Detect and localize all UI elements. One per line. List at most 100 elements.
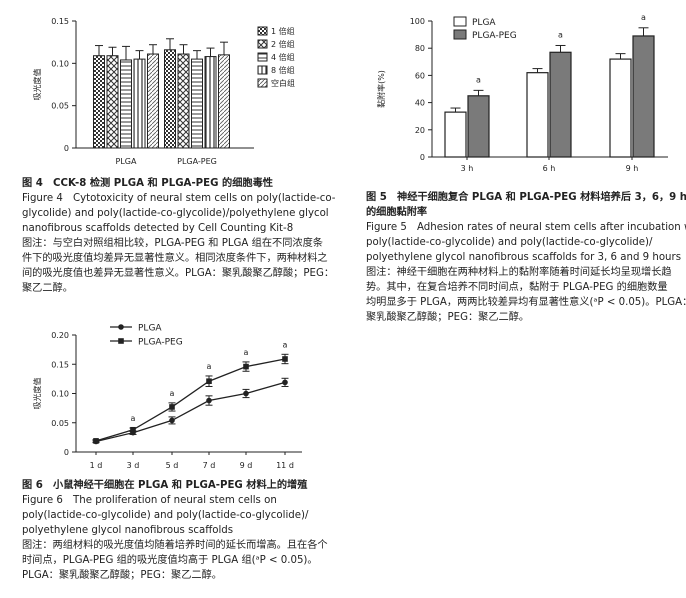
caption-line: 件下的吸光度值均差异无显著性意义。相同浓度条件下，两种材料之: [22, 253, 328, 264]
x-tick-label: 5 d: [166, 461, 179, 470]
y-tick-label: 40: [415, 99, 425, 108]
y-tick-label: 0.05: [51, 419, 69, 428]
caption-line: PLGA：聚乳酸聚乙醇酸；PEG：聚乙二醇。: [22, 570, 222, 581]
y-axis-title: 吸光度值: [32, 69, 42, 101]
bar: [444, 111, 467, 158]
significance-mark: a: [244, 348, 249, 357]
legend-label: PLGA: [138, 324, 162, 334]
figure-5-bar-chart: 100 80 60 40 20 0 黏附率(%) 3 h 6 h 9 h a a a PLGA PLGA-P…: [376, 13, 668, 173]
bar: [467, 95, 490, 158]
series-line: [95, 358, 286, 442]
y-tick-label: 100: [410, 17, 425, 26]
bar: [632, 35, 655, 158]
legend-label: 空白组: [271, 78, 295, 88]
caption-line: Figure 4 Cytotoxicity of neural stem cel…: [22, 193, 336, 204]
figure-4-caption: 图 4 CCK-8 检测 PLGA 和 PLGA-PEG 的细胞毒性 Figur…: [22, 176, 358, 296]
legend-label: PLGA-PEG: [138, 338, 183, 348]
bar: [177, 53, 190, 149]
y-tick-label: 0.10: [51, 390, 69, 399]
y-tick-label: 0.15: [51, 17, 69, 26]
caption-line: 间的吸光度值也差异无显著性意义。PLGA：聚乳酸聚乙醇酸；PEG：: [22, 268, 335, 279]
caption-line: 图注：两组材料的吸光度值均随着培养时间的延长而增高。且在各个: [22, 540, 328, 551]
y-tick-label: 0.10: [51, 59, 69, 68]
bar: [133, 58, 146, 149]
legend-swatch: [257, 52, 268, 62]
legend-marker: [118, 324, 124, 330]
bar: [147, 53, 159, 149]
legend-swatch: [257, 39, 268, 49]
x-tick-label: 11 d: [276, 461, 294, 470]
figure-6-line-chart: 0.20 0.15 0.10 0.05 0 吸光度值 1 d 3 d 5 d 7 d 9 d 11 d…: [32, 324, 302, 470]
bar: [164, 49, 176, 149]
caption-line: 时间点，PLGA-PEG 组的吸光度值均高于 PLGA 组(ᵃP < 0.05)…: [22, 555, 318, 566]
caption-line: 势。其中，在复合培养不同时间点，黏附于 PLGA-PEG 的细胞数量: [366, 282, 668, 293]
caption-line: poly(lactide-co-glycolide) and poly(lact…: [366, 237, 653, 248]
caption-line: 图 4 CCK-8 检测 PLGA 和 PLGA-PEG 的细胞毒性: [22, 178, 273, 189]
bar: [120, 59, 132, 149]
bar: [549, 51, 572, 158]
caption-line: polyethylene glycol nanofibrous scaffold…: [22, 525, 234, 536]
data-point: [206, 397, 212, 404]
data-point: [169, 417, 175, 424]
significance-mark: a: [170, 389, 175, 398]
y-tick-label: 80: [415, 44, 425, 53]
caption-line: poly(lactide-co-glycolide) and poly(lact…: [22, 510, 309, 521]
data-point: [243, 363, 249, 370]
bar: [526, 72, 549, 158]
y-axis-title: 吸光度值: [32, 378, 42, 410]
legend-label: 8 倍组: [271, 65, 295, 75]
significance-mark: a: [131, 414, 136, 423]
y-tick-label: 0: [64, 448, 69, 457]
caption-line: 均明显多于 PLGA，两两比较差异均有显著性意义(ᵃP < 0.05)。PLGA…: [366, 297, 686, 308]
x-tick-label: 1 d: [90, 461, 103, 470]
data-point: [243, 390, 249, 397]
caption-line: 聚乳酸聚乙醇酸；PEG：聚乙二醇。: [366, 312, 530, 323]
legend-label: 4 倍组: [271, 52, 295, 62]
data-point: [130, 426, 136, 433]
legend-swatch: [257, 26, 268, 36]
significance-mark: a: [641, 13, 646, 22]
caption-line: glycolide) and poly(lactide-co-glycolide…: [22, 208, 329, 219]
legend-swatch: [257, 78, 268, 88]
caption-line: 图 6 小鼠神经干细胞在 PLGA 和 PLGA-PEG 材料上的增殖: [22, 480, 308, 491]
x-tick-label: PLGA: [116, 157, 137, 166]
bar: [191, 58, 203, 149]
figure-4-bar-chart: 0.15 0.10 0.05 0 吸光度值 PLGA PLGA-PEG 1 倍组 2 倍组 4 倍…: [32, 17, 295, 166]
caption-line: nanofibrous scaffolds detected by Cell C…: [22, 223, 294, 234]
y-tick-label: 0.05: [51, 102, 69, 111]
data-point: [169, 404, 175, 410]
y-tick-label: 60: [415, 71, 425, 80]
legend-marker: [118, 338, 124, 344]
x-tick-label: 3 h: [461, 164, 474, 173]
x-tick-label: 9 d: [240, 461, 253, 470]
caption-line: 聚乙二醇。: [22, 283, 73, 294]
significance-mark: a: [207, 362, 212, 371]
caption-line: Figure 5 Adhesion rates of neural stem c…: [366, 222, 686, 233]
data-point: [206, 378, 212, 385]
bar: [609, 58, 632, 158]
caption-line: Figure 6 The proliferation of neural ste…: [22, 495, 277, 506]
x-tick-label: 7 d: [203, 461, 216, 470]
caption-line: polyethylene glycol nanofibrous scaffold…: [366, 252, 682, 263]
y-tick-label: 0.15: [51, 360, 69, 369]
bar: [218, 54, 230, 149]
figure-6-caption: 图 6 小鼠神经干细胞在 PLGA 和 PLGA-PEG 材料上的增殖 Figu…: [22, 478, 358, 583]
figure-5-caption: 图 5 神经干细胞复合 PLGA 和 PLGA-PEG 材料培养后 3，6，9 …: [366, 190, 686, 325]
y-tick-label: 0.20: [51, 331, 69, 340]
legend-swatch: [453, 16, 467, 27]
y-tick-label: 0: [64, 144, 69, 153]
data-point: [282, 379, 288, 386]
series-line: [95, 381, 286, 443]
legend-label: PLGA: [472, 18, 496, 28]
y-tick-label: 0: [420, 153, 425, 162]
significance-mark: a: [283, 340, 288, 349]
x-tick-label: 3 d: [127, 461, 140, 470]
bar: [204, 56, 217, 149]
caption-line: 图注：神经干细胞在两种材料上的黏附率随着时间延长均呈现增长趋: [366, 267, 672, 278]
data-point: [282, 356, 288, 362]
x-tick-label: 9 h: [626, 164, 639, 173]
data-point: [93, 438, 99, 444]
legend-label: 1 倍组: [271, 26, 295, 36]
caption-line: 的细胞黏附率: [366, 207, 428, 218]
caption-line: 图注：与空白对照组相比较，PLGA-PEG 和 PLGA 组在不同浓度条: [22, 238, 323, 249]
